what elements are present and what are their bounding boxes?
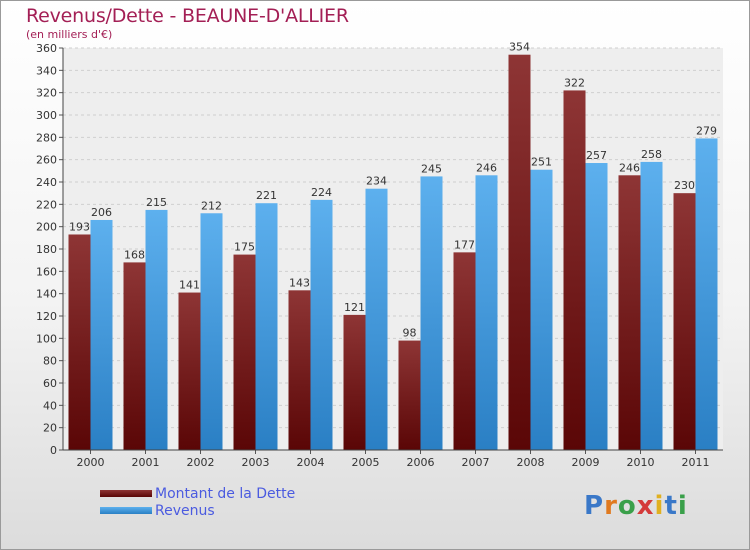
proxiti-logo-image: Proxiti (584, 491, 688, 521)
x-tick-label: 2002 (187, 456, 215, 469)
y-tick-label: 240 (36, 176, 57, 189)
chart-subtitle: (en milliers d'€) (26, 28, 113, 41)
y-tick-label: 140 (36, 288, 57, 301)
bar-dette (233, 254, 256, 450)
data-label-dette: 121 (344, 301, 365, 314)
data-label-dette: 193 (69, 220, 90, 233)
y-tick-label: 320 (36, 87, 57, 100)
bars-group (68, 54, 718, 451)
chart-title: Revenus/Dette - BEAUNE-D'ALLIER (26, 5, 349, 27)
x-tick-label: 2011 (682, 456, 710, 469)
bar-revenus (695, 138, 718, 450)
legend-label-dette: Montant de la Dette (155, 486, 296, 502)
data-label-dette: 98 (403, 327, 417, 340)
data-label-revenus: 234 (366, 175, 387, 188)
y-tick-label: 180 (36, 243, 57, 256)
data-label-dette: 175 (234, 241, 255, 254)
data-label-revenus: 258 (641, 148, 662, 161)
svg-text:Proxiti: Proxiti (584, 491, 688, 521)
data-label-dette: 141 (179, 279, 200, 292)
bar-revenus (255, 203, 278, 450)
y-tick-label: 160 (36, 265, 57, 278)
y-tick-label: 40 (43, 399, 57, 412)
bar-dette (68, 234, 91, 450)
y-tick-label: 120 (36, 310, 57, 323)
bar-dette (563, 90, 586, 450)
x-tick-label: 2008 (517, 456, 545, 469)
bar-dette (178, 292, 201, 450)
y-tick-label: 360 (36, 42, 57, 55)
bar-revenus (640, 161, 663, 450)
bar-dette (123, 262, 146, 450)
y-tick-label: 220 (36, 198, 57, 211)
y-tick-label: 200 (36, 221, 57, 234)
x-tick-label: 2003 (242, 456, 270, 469)
data-label-revenus: 257 (586, 149, 607, 162)
y-tick-label: 300 (36, 109, 57, 122)
data-label-dette: 230 (674, 179, 695, 192)
x-tick-label: 2009 (572, 456, 600, 469)
bar-revenus (475, 175, 498, 451)
data-label-revenus: 246 (476, 161, 497, 174)
bar-revenus (90, 219, 113, 450)
y-tick-label: 100 (36, 332, 57, 345)
bar-revenus (365, 188, 388, 450)
bar-dette (508, 54, 531, 450)
data-label-revenus: 245 (421, 162, 442, 175)
data-label-revenus: 221 (256, 189, 277, 202)
legend-label-revenus: Revenus (155, 503, 215, 519)
y-tick-label: 60 (43, 377, 57, 390)
proxiti-logo: Proxiti (584, 487, 694, 521)
legend-swatch-revenus (100, 507, 152, 514)
bar-dette (398, 340, 421, 450)
data-label-revenus: 215 (146, 196, 167, 209)
bar-dette (288, 290, 311, 450)
data-label-revenus: 206 (91, 206, 112, 219)
y-tick-label: 260 (36, 154, 57, 167)
x-tick-label: 2010 (627, 456, 655, 469)
labels-group: 0 20 40 60 80 100 120 140 160 180 200 220 240 260 280 3… (36, 41, 717, 469)
data-label-revenus: 279 (696, 124, 717, 137)
bar-revenus (145, 209, 168, 450)
y-tick-label: 0 (50, 444, 57, 457)
data-label-revenus: 212 (201, 199, 222, 212)
y-tick-label: 20 (43, 422, 57, 435)
bar-revenus (530, 169, 553, 450)
data-label-dette: 246 (619, 161, 640, 174)
grid-lines (63, 47, 723, 429)
bar-revenus (200, 213, 223, 450)
bar-revenus (420, 176, 443, 450)
data-label-dette: 168 (124, 248, 145, 261)
data-label-revenus: 224 (311, 186, 332, 199)
x-tick-label: 2000 (77, 456, 105, 469)
bar-dette (453, 252, 476, 450)
x-tick-label: 2004 (297, 456, 325, 469)
x-tick-label: 2001 (132, 456, 160, 469)
data-label-dette: 143 (289, 276, 310, 289)
bar-dette (673, 193, 696, 450)
data-label-dette: 354 (509, 41, 530, 54)
bar-revenus (310, 199, 333, 450)
y-tick-label: 280 (36, 131, 57, 144)
bar-dette (618, 175, 641, 451)
x-tick-label: 2006 (407, 456, 435, 469)
data-label-dette: 322 (564, 76, 585, 89)
bar-revenus (585, 163, 608, 450)
legend-swatch-dette (100, 490, 152, 497)
y-tick-label: 340 (36, 64, 57, 77)
x-tick-label: 2005 (352, 456, 380, 469)
data-label-dette: 177 (454, 238, 475, 251)
y-tick-label: 80 (43, 355, 57, 368)
data-label-revenus: 251 (531, 156, 552, 169)
x-tick-label: 2007 (462, 456, 490, 469)
axes-group (59, 47, 723, 454)
bar-dette (343, 314, 366, 450)
